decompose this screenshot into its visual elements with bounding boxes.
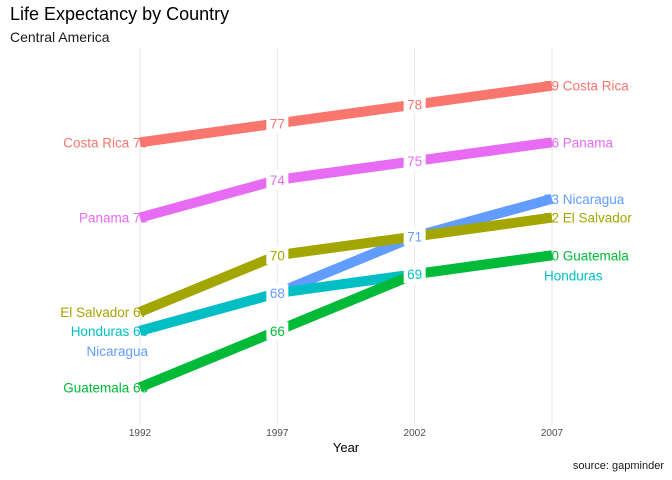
series-line-el-salvador <box>138 212 553 317</box>
end-label-honduras: Honduras <box>544 268 603 283</box>
series-line-costa-rica <box>139 80 553 148</box>
x-tick-label-1992: 1992 <box>129 428 152 439</box>
point-label-bg-panama-2002 <box>403 152 426 171</box>
series-line-guatemala <box>138 250 553 392</box>
end-label-panama: 76 Panama <box>544 135 614 150</box>
point-label-costa-rica-1997: 77 <box>270 116 285 131</box>
point-label-panama-1997: 74 <box>270 173 286 188</box>
point-label-bg-nicaragua-1997 <box>266 284 289 303</box>
end-label-nicaragua: 73 Nicaragua <box>544 192 625 207</box>
point-label-bg-guatemala-1997 <box>266 321 289 340</box>
start-label-costa-rica: Costa Rica 76 <box>63 135 148 150</box>
end-label-guatemala: 70 Guatemala <box>544 248 629 263</box>
x-axis-label: Year <box>333 440 360 455</box>
end-label-el-salvador: 72 El Salvador <box>544 211 632 226</box>
point-label-guatemala-1997: 66 <box>270 324 285 339</box>
start-label-honduras: Honduras 66 <box>71 324 148 339</box>
point-label-costa-rica-2002: 78 <box>407 98 422 113</box>
chart-subtitle: Central America <box>10 29 110 45</box>
x-tick-label-2007: 2007 <box>541 428 564 439</box>
point-label-panama-2002: 75 <box>407 154 422 169</box>
start-label-guatemala: Guatemala 63 <box>63 380 148 395</box>
point-label-bg-el-salvador-1997 <box>266 246 289 265</box>
point-label-bg-honduras-2002 <box>403 265 426 284</box>
chart-caption: source: gapminder <box>572 460 664 472</box>
point-label-bg-nicaragua-2002 <box>403 227 426 246</box>
point-label-bg-costa-rica-2002 <box>403 95 426 114</box>
point-label-bg-costa-rica-1997 <box>266 114 289 133</box>
point-label-el-salvador-1997: 70 <box>270 248 285 263</box>
point-label-nicaragua-2002: 71 <box>407 230 422 245</box>
series-line-panama <box>138 137 553 223</box>
chart-title: Life Expectancy by Country <box>10 4 230 24</box>
x-tick-label-1997: 1997 <box>266 428 289 439</box>
point-label-honduras-2002: 69 <box>407 267 422 282</box>
point-label-nicaragua-1997: 68 <box>270 286 285 301</box>
start-label-panama: Panama 72 <box>79 211 148 226</box>
x-tick-label-2002: 2002 <box>404 428 427 439</box>
end-label-costa-rica: 79 Costa Rica <box>544 79 629 94</box>
start-label-el-salvador: El Salvador 67 <box>60 305 148 320</box>
point-label-bg-panama-1997 <box>266 170 289 189</box>
start-label-nicaragua: Nicaragua <box>86 344 148 359</box>
